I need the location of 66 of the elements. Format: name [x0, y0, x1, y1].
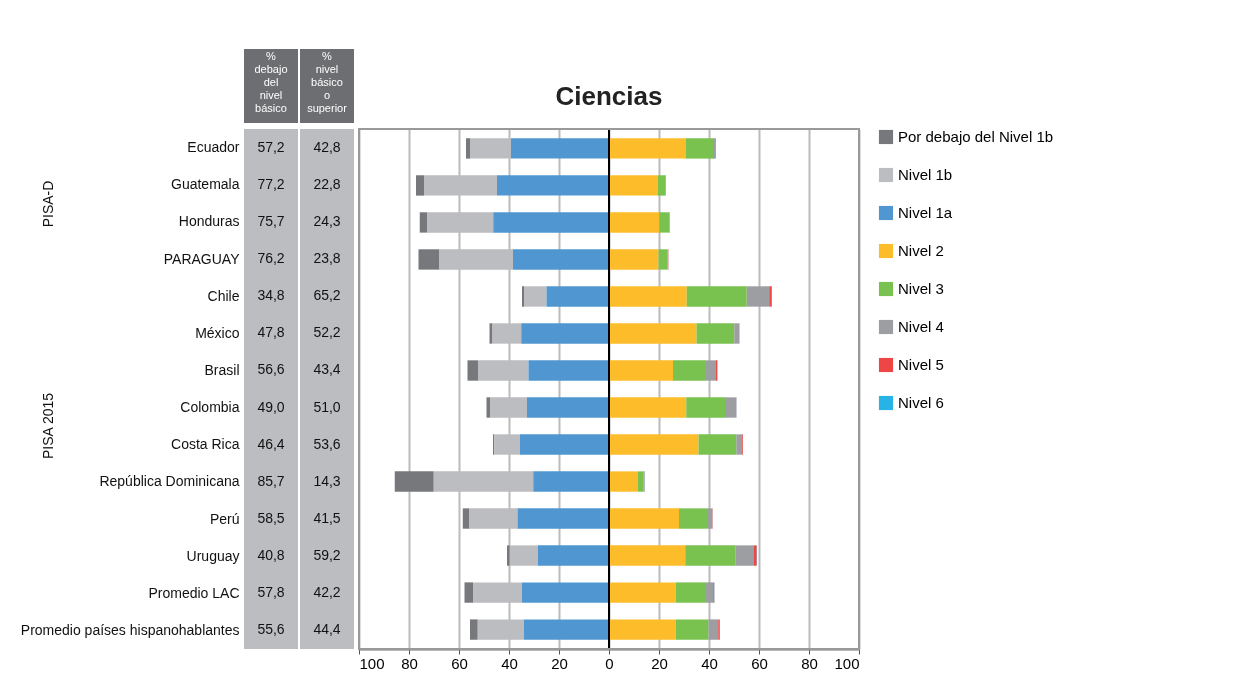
text: 34,8	[257, 287, 285, 304]
text: 42,2	[313, 584, 341, 601]
text: 53,6	[313, 435, 341, 452]
legend-label: Nivel 5	[898, 356, 944, 373]
x-tick-label: 60	[451, 654, 468, 672]
y-tick-label: Honduras	[178, 213, 240, 230]
text: 43,4	[313, 361, 341, 378]
text: 57,2	[257, 138, 285, 155]
text: 46,4	[257, 435, 285, 452]
y-tick-label: Costa Rica	[171, 436, 240, 453]
y-tick-label: Promedio LAC	[148, 584, 240, 601]
text: 51,0	[313, 398, 341, 415]
text: % nivel básico o superior	[307, 50, 348, 114]
x-tick-label: 80	[801, 654, 818, 672]
chart-title: Ciencias	[555, 81, 663, 111]
x-tick-label: 80	[401, 654, 418, 672]
x-tick-label: 100	[834, 654, 860, 672]
text: 76,2	[257, 250, 285, 266]
text: 57,8	[257, 584, 285, 601]
x-tick-label: 40	[501, 654, 518, 672]
text: 49,0	[257, 398, 285, 415]
legend-label: Por debajo del Nivel 1b	[898, 128, 1054, 145]
legend-label: Nivel 3	[898, 280, 944, 297]
y-tick-label: Brasil	[204, 361, 240, 378]
text: 40,8	[257, 547, 285, 564]
legend-label: Nivel 2	[898, 242, 944, 259]
y-tick-label: Ecuador	[187, 139, 240, 156]
y-tick-label: Guatemala	[171, 176, 240, 193]
y-tick-label: Uruguay	[186, 547, 240, 564]
text: 58,5	[257, 510, 285, 526]
text: 52,2	[313, 324, 341, 341]
text: 85,7	[257, 472, 285, 489]
x-tick-label: 20	[551, 654, 568, 672]
y-tick-label: México	[195, 324, 240, 341]
text: 77,2	[257, 175, 285, 192]
text: 56,6	[257, 361, 285, 378]
y-tick-label: PARAGUAY	[163, 250, 241, 267]
legend-label: Nivel 4	[898, 318, 944, 335]
text: PISA-D	[40, 180, 56, 228]
legend-label: Nivel 1b	[898, 166, 953, 183]
y-tick-label: Perú	[209, 510, 240, 527]
text: 22,8	[313, 175, 341, 192]
x-tick-label: 20	[651, 654, 668, 672]
text: 59,2	[313, 547, 341, 564]
legend-label: Nivel 6	[898, 394, 944, 411]
y-tick-label: República Dominicana	[99, 473, 240, 490]
text: 47,8	[257, 324, 285, 341]
legend-label: Nivel 1a	[898, 204, 953, 221]
text: 44,4	[313, 621, 341, 638]
text: 14,3	[313, 472, 341, 489]
text: 65,2	[313, 287, 341, 304]
text: % debajo del nivel básico	[254, 50, 288, 114]
y-tick-label: Colombia	[180, 399, 240, 416]
x-tick-label: 40	[701, 654, 718, 672]
x-tick-label: 100	[359, 654, 385, 672]
text: 23,8	[313, 250, 341, 266]
text: 75,7	[257, 212, 285, 229]
y-tick-label: Promedio países hispanohablantes	[20, 621, 240, 638]
text: 55,6	[257, 621, 285, 638]
text: PISA 2015	[40, 392, 56, 460]
x-tick-label: 60	[751, 654, 768, 672]
text: 42,8	[313, 138, 341, 155]
x-tick-label: 0	[605, 654, 614, 672]
y-tick-label: Chile	[207, 287, 240, 304]
text: 41,5	[313, 510, 341, 526]
text: 24,3	[313, 212, 341, 229]
